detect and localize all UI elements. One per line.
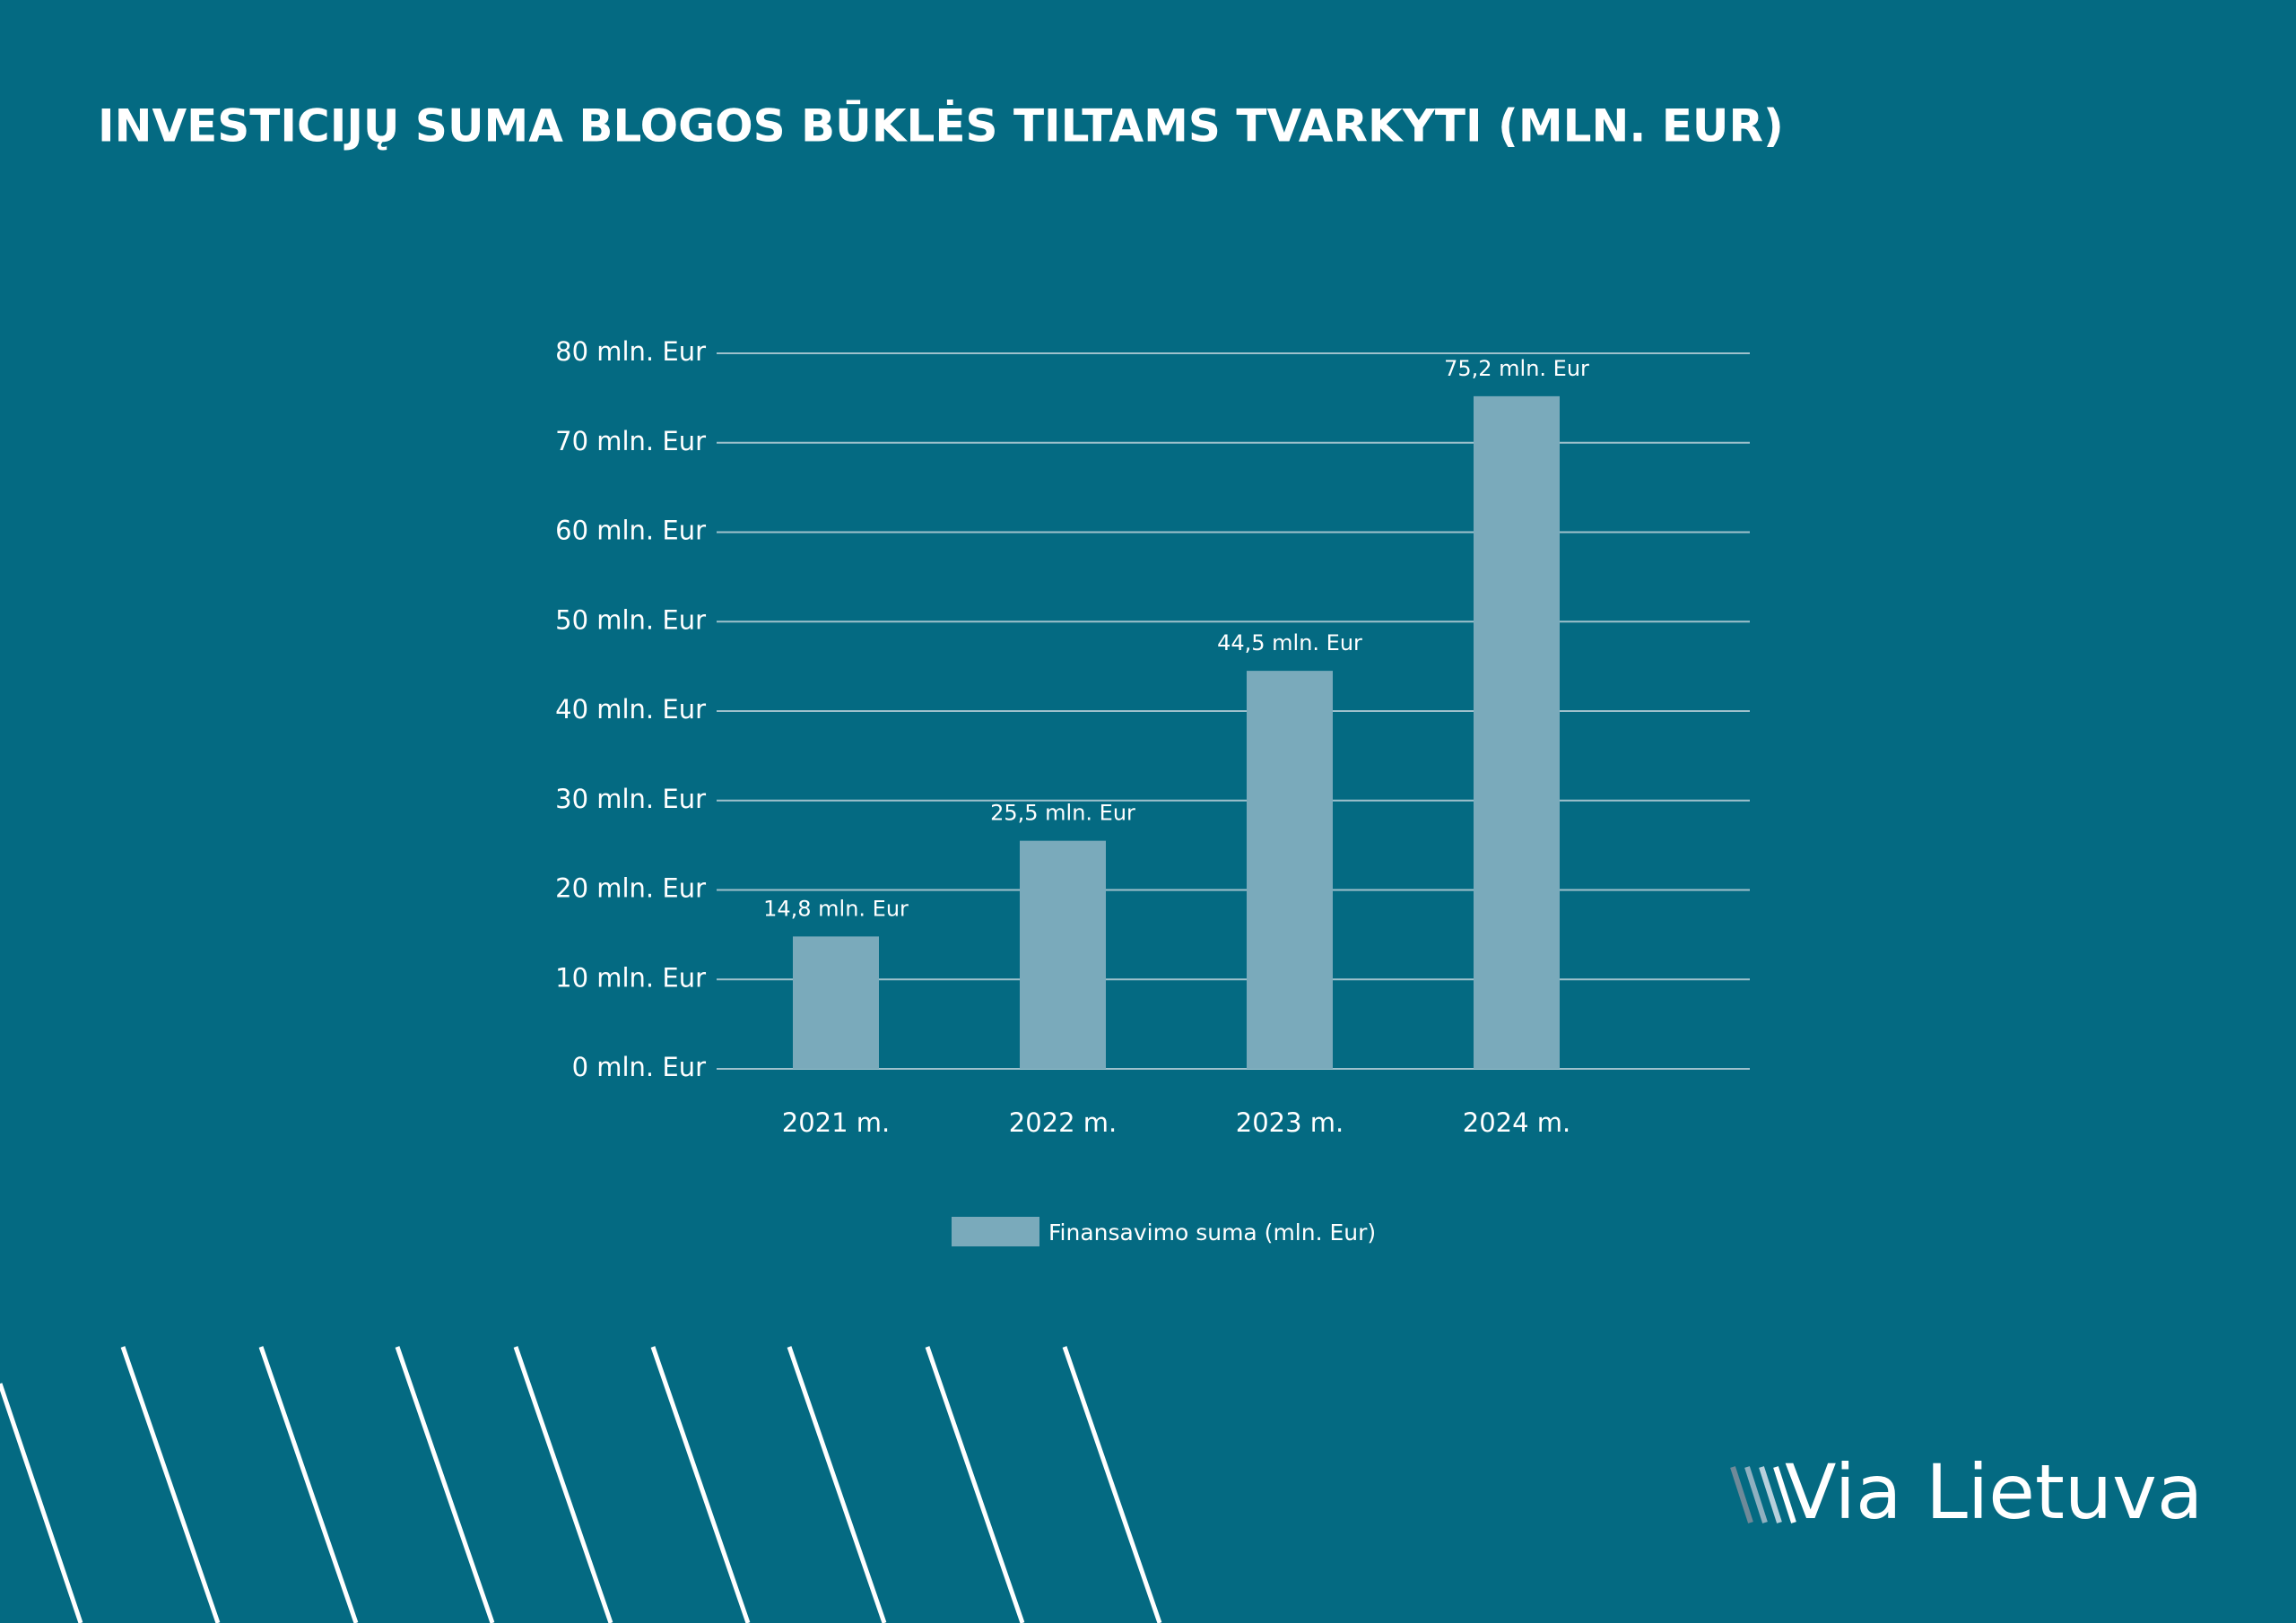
- y-tick-label: 20 mln. Eur: [555, 873, 706, 904]
- bar: [1020, 840, 1106, 1069]
- logo-stripe: [1730, 1466, 1753, 1523]
- value-label: 25,5 mln. Eur: [990, 801, 1135, 826]
- logo-text: Via Lietuva: [1785, 1448, 2203, 1536]
- x-tick-label: 2021 m.: [782, 1107, 891, 1138]
- chart-title: INVESTICIJŲ SUMA BLOGOS BŪKLĖS TILTAMS T…: [98, 100, 1784, 152]
- bar: [793, 936, 879, 1069]
- logo-stripe: [1773, 1466, 1796, 1523]
- y-tick-label: 80 mln. Eur: [555, 336, 706, 367]
- decor-line: [0, 1383, 83, 1623]
- y-tick-label: 50 mln. Eur: [555, 604, 706, 635]
- value-label: 75,2 mln. Eur: [1444, 356, 1589, 381]
- y-tick-label: 0 mln. Eur: [572, 1052, 706, 1082]
- logo-mark: [1730, 1466, 1796, 1523]
- decoration: [0, 1346, 1162, 1623]
- y-tick-label: 40 mln. Eur: [555, 694, 706, 725]
- decor-line: [120, 1346, 221, 1623]
- x-tick-label: 2022 m.: [1009, 1107, 1118, 1138]
- decor-line: [650, 1346, 751, 1623]
- decor-line: [925, 1346, 1025, 1623]
- decor-line: [395, 1346, 495, 1623]
- bar: [1247, 671, 1333, 1069]
- x-tick-label: 2023 m.: [1236, 1107, 1344, 1138]
- logo-stripe: [1744, 1466, 1768, 1523]
- legend-swatch: [952, 1217, 1039, 1246]
- y-tick-label: 70 mln. Eur: [555, 426, 706, 456]
- logo-stripe: [1759, 1466, 1782, 1523]
- bar: [1474, 395, 1560, 1069]
- decor-line: [787, 1346, 887, 1623]
- value-label: 44,5 mln. Eur: [1217, 630, 1362, 655]
- legend-label: Finansavimo suma (mln. Eur): [1048, 1219, 1376, 1245]
- decor-line: [513, 1346, 613, 1623]
- value-label: 14,8 mln. Eur: [763, 896, 909, 921]
- x-tick-label: 2024 m.: [1463, 1107, 1571, 1138]
- decor-line: [1062, 1346, 1162, 1623]
- y-tick-label: 60 mln. Eur: [555, 516, 706, 546]
- decor-line: [258, 1346, 359, 1623]
- y-tick-label: 10 mln. Eur: [555, 962, 706, 993]
- y-tick-label: 30 mln. Eur: [555, 784, 706, 814]
